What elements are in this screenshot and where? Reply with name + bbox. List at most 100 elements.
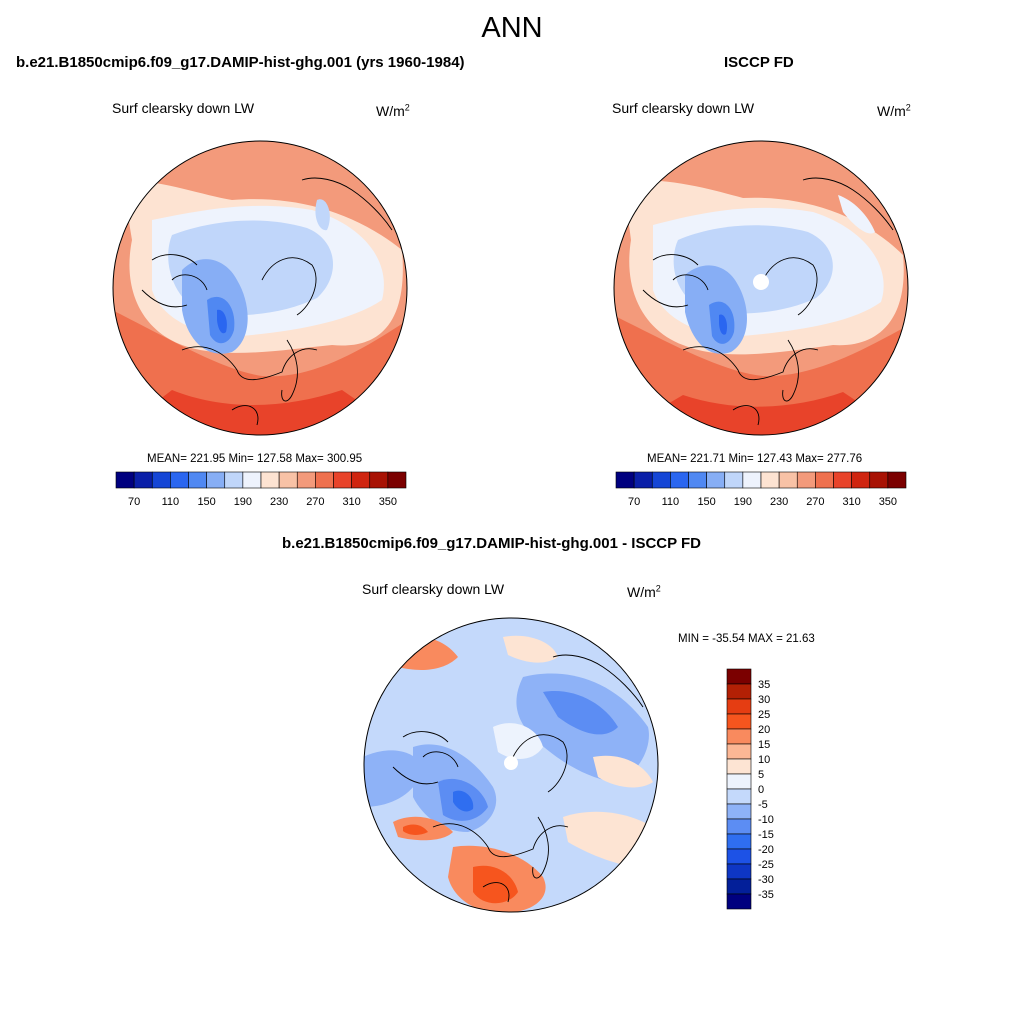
panel-2-pole-hole xyxy=(753,274,769,290)
panel-2-colorbar-tick-label: 190 xyxy=(734,496,752,508)
panel-1-colorbar-swatch xyxy=(188,471,207,489)
panel-3-colorbar-swatch xyxy=(726,848,752,865)
panel-2-map xyxy=(613,140,909,436)
panel-1-colorbar-swatch xyxy=(387,471,407,489)
panel-2-colorbar-swatch xyxy=(796,471,816,489)
panel-3-colorbar-tick-label: 15 xyxy=(758,739,770,751)
panel-2-colorbar-swatch xyxy=(887,471,907,489)
panel-3-colorbar-swatch xyxy=(726,878,752,895)
panel-1-colorbar-tick-label: 310 xyxy=(342,496,360,508)
panel-3-colorbar-swatch xyxy=(726,683,752,700)
panel-2-colorbar-swatch xyxy=(633,471,653,489)
panel-3-pole-hole xyxy=(504,756,518,770)
panel-1-colorbar: 70 110 150 190 230 270 310 350 xyxy=(115,471,407,508)
panel-2-colorbar-swatch xyxy=(670,471,689,489)
panel-3-colorbar-tick-label: -35 xyxy=(758,889,774,901)
panel-3-colorbar-tick-label: -15 xyxy=(758,829,774,841)
panel-1-stats: MEAN= 221.95 Min= 127.58 Max= 300.95 xyxy=(147,453,363,465)
panel-2-colorbar-tick-label: 150 xyxy=(697,496,715,508)
panel-2-colorbar-swatch xyxy=(833,471,852,489)
panel-1-colorbar-swatch xyxy=(296,471,316,489)
panel-1-colorbar-swatch xyxy=(133,471,153,489)
panel-2-colorbar-tick-label: 350 xyxy=(879,496,897,508)
panel-1-colorbar-swatch xyxy=(170,471,189,489)
panel-2-colorbar-tick-label: 310 xyxy=(842,496,860,508)
panel-2-stats: MEAN= 221.71 Min= 127.43 Max= 277.76 xyxy=(647,453,863,465)
panel-3-colorbar-tick-label: -5 xyxy=(758,799,768,811)
panel-3-colorbar-swatch xyxy=(726,788,752,805)
panel-3-colorbar-swatch xyxy=(726,743,752,760)
panel-3-colorbar-tick-label: 25 xyxy=(758,709,770,721)
panel-1-colorbar-tick-label: 70 xyxy=(128,496,140,508)
panel-3-map xyxy=(363,617,659,913)
panel-1-colorbar-swatch xyxy=(224,471,244,489)
panel-3-colorbar-swatch xyxy=(726,728,752,745)
panel-1-colorbar-swatch xyxy=(260,471,280,489)
panel-1-colorbar-swatch xyxy=(278,471,298,489)
panel-1-title: b.e21.B1850cmip6.f09_g17.DAMIP-hist-ghg.… xyxy=(16,54,465,71)
panel-2-colorbar-swatch xyxy=(815,471,834,489)
panel-3-colorbar-swatch xyxy=(726,698,752,715)
panel-3-colorbar-tick-label: 20 xyxy=(758,724,770,736)
panel-1-colorbar-swatch xyxy=(369,471,389,489)
panel-1-colorbar-tick-label: 150 xyxy=(197,496,215,508)
panel-1-colorbar-tick-label: 190 xyxy=(234,496,252,508)
panel-3-colorbar-tick-label: 5 xyxy=(758,769,764,781)
panel-2-colorbar-tick-label: 230 xyxy=(770,496,788,508)
panel-2-colorbar-swatch xyxy=(706,471,726,489)
panel-3-variable: Surf clearsky down LW xyxy=(362,581,505,597)
panel-1-colorbar-swatch xyxy=(315,471,334,489)
panel-2-colorbar-swatch xyxy=(651,471,671,489)
panel-1-colorbar-tick-label: 270 xyxy=(306,496,324,508)
panel-3-colorbar-swatch xyxy=(726,818,752,835)
panel-3-colorbar-tick-label: -10 xyxy=(758,814,774,826)
panel-3-colorbar-tick-label: 30 xyxy=(758,694,770,706)
panel-1-unit: W/m2 xyxy=(376,102,410,119)
panel-1-colorbar-swatch xyxy=(206,471,226,489)
panel-3-colorbar-swatch xyxy=(726,668,752,685)
panel-2-title: ISCCP FD xyxy=(724,54,794,71)
panel-3-stats: MIN = -35.54 MAX = 21.63 xyxy=(678,633,815,645)
main-title: ANN xyxy=(481,12,543,44)
panel-3-colorbar-swatch xyxy=(726,893,752,910)
panel-3-colorbar-swatch xyxy=(726,773,752,790)
panel-3-colorbar-swatch xyxy=(726,833,752,850)
panel-1-colorbar-swatch xyxy=(242,471,262,489)
panel-2-colorbar-swatch xyxy=(688,471,707,489)
panel-3-title: b.e21.B1850cmip6.f09_g17.DAMIP-hist-ghg.… xyxy=(282,535,702,552)
panel-1-colorbar-tick-label: 350 xyxy=(379,496,397,508)
panel-1-variable: Surf clearsky down LW xyxy=(112,100,255,116)
panel-1-colorbar-tick-label: 230 xyxy=(270,496,288,508)
panel-1-colorbar-swatch xyxy=(333,471,352,489)
panel-1-colorbar-swatch xyxy=(115,471,135,489)
panel-1-map xyxy=(112,140,408,436)
panel-2-colorbar-swatch xyxy=(778,471,798,489)
panel-2-colorbar-swatch xyxy=(869,471,889,489)
panel-3-colorbar-tick-label: 35 xyxy=(758,679,770,691)
panel-2-colorbar: 70 110 150 190 230 270 310 350 xyxy=(615,471,907,508)
panel-2-colorbar-swatch xyxy=(760,471,780,489)
panel-1-colorbar-tick-label: 110 xyxy=(162,496,180,508)
panel-3-colorbar-tick-label: 0 xyxy=(758,784,764,796)
panel-2-colorbar-swatch xyxy=(615,471,635,489)
panel-2-variable: Surf clearsky down LW xyxy=(612,100,755,116)
panel-1-colorbar-swatch xyxy=(151,471,171,489)
panel-3-unit: W/m2 xyxy=(627,583,661,600)
panel-2-colorbar-tick-label: 70 xyxy=(628,496,640,508)
panel-3-colorbar-swatch xyxy=(726,758,752,775)
panel-2-colorbar-swatch xyxy=(742,471,762,489)
panel-3-colorbar-swatch xyxy=(726,863,752,880)
panel-2-colorbar-swatch xyxy=(851,471,871,489)
panel-2-colorbar-tick-label: 270 xyxy=(806,496,824,508)
panel-3-colorbar: 35 30 25 20 15 10 5 0 -5 -10 -15 -20 -25 -30 -35 xyxy=(726,668,774,910)
panel-3-colorbar-tick-label: 10 xyxy=(758,754,770,766)
panel-3-colorbar-swatch xyxy=(726,803,752,820)
panel-3-colorbar-tick-label: -20 xyxy=(758,844,774,856)
panel-3-colorbar-tick-label: -25 xyxy=(758,859,774,871)
panel-2-unit: W/m2 xyxy=(877,102,911,119)
panel-2-colorbar-tick-label: 110 xyxy=(662,496,680,508)
panel-1-colorbar-swatch xyxy=(351,471,371,489)
panel-3-colorbar-swatch xyxy=(726,713,752,730)
panel-3-colorbar-tick-label: -30 xyxy=(758,874,774,886)
panel-2-colorbar-swatch xyxy=(724,471,744,489)
